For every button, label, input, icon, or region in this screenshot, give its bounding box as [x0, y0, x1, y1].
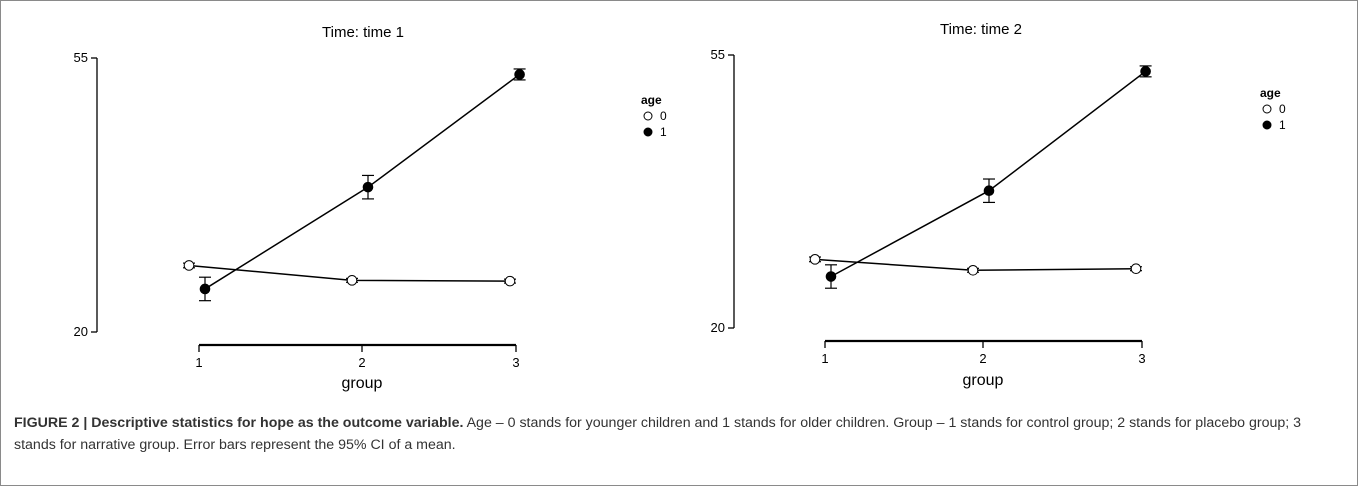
legend-marker-age-0: [643, 111, 653, 121]
x-axis-label: group: [342, 375, 383, 392]
legend-title: age: [641, 93, 662, 107]
series-line-age-1: [830, 70, 1147, 278]
data-point-age-0: [346, 275, 358, 286]
legend-label-age-1: 1: [1279, 118, 1286, 132]
data-point-age-1: [1140, 66, 1151, 77]
x-tick-label: 2: [979, 351, 986, 366]
chart-title: Time: time 2: [940, 21, 1022, 38]
legend-label-age-0: 0: [1279, 102, 1286, 116]
legend-label-age-1: 1: [660, 125, 667, 139]
data-point-age-0: [967, 264, 979, 276]
y-tick-label: 20: [711, 320, 725, 335]
data-point-age-1: [199, 283, 211, 295]
series-line-age-1: [204, 73, 521, 290]
data-point-age-1: [362, 181, 374, 193]
x-axis-label: group: [963, 372, 1004, 389]
legend-marker-age-1: [643, 127, 653, 137]
legend-marker-age-0: [1262, 104, 1272, 114]
data-point-age-0: [183, 260, 195, 271]
x-tick-label: 3: [512, 355, 519, 370]
x-tick-label: 1: [195, 355, 202, 370]
x-tick-label: 3: [1138, 351, 1145, 366]
chart-time-2: Time: time 2 55 20 1 2 3 group age 0 1: [711, 21, 1286, 389]
data-point-age-0: [809, 254, 821, 265]
data-point-age-1: [514, 69, 525, 80]
y-tick-label: 20: [74, 324, 88, 339]
legend-label-age-0: 0: [660, 109, 667, 123]
chart-time-1: Time: time 1 55 20 1 2 3 group age 0 1: [74, 24, 667, 392]
data-point-age-1: [825, 271, 837, 282]
y-tick-label: 55: [711, 47, 725, 62]
data-point-age-0: [504, 275, 516, 287]
caption-text: Age – 0 stands for younger children and …: [14, 415, 1302, 453]
y-tick-label: 55: [74, 50, 88, 65]
x-tick-label: 1: [821, 351, 828, 366]
chart-title: Time: time 1: [322, 24, 404, 41]
legend-marker-age-1: [1262, 120, 1272, 130]
legend-title: age: [1260, 86, 1281, 100]
figure-caption: FIGURE 2 | Descriptive statistics for ho…: [14, 412, 1344, 456]
caption-label: FIGURE 2 | Descriptive statistics for ho…: [14, 415, 464, 431]
data-point-age-1: [983, 185, 995, 197]
x-tick-label: 2: [358, 355, 365, 370]
data-point-age-0: [1130, 263, 1142, 275]
